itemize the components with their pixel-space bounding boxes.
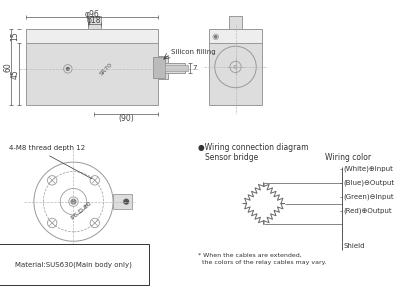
Polygon shape (26, 29, 158, 105)
Text: Sensor bridge: Sensor bridge (205, 153, 259, 162)
Text: (White)⊕Input: (White)⊕Input (344, 165, 394, 172)
Polygon shape (153, 57, 165, 78)
Text: 15: 15 (10, 32, 20, 41)
Text: Shield: Shield (344, 243, 365, 249)
Text: Material:SUS630(Main body only): Material:SUS630(Main body only) (15, 262, 132, 268)
Polygon shape (165, 63, 185, 73)
Text: P.C.D.80: P.C.D.80 (70, 201, 92, 221)
Text: Silicon filling: Silicon filling (172, 49, 216, 55)
Text: SR70: SR70 (99, 61, 114, 76)
Text: φ18: φ18 (87, 16, 102, 25)
Text: (Blue)⊖Output: (Blue)⊖Output (344, 180, 395, 186)
Circle shape (215, 36, 217, 38)
Polygon shape (113, 194, 132, 209)
Polygon shape (26, 29, 158, 43)
Text: * When the cables are extended,: * When the cables are extended, (198, 253, 302, 258)
Circle shape (124, 199, 128, 204)
Polygon shape (209, 29, 262, 105)
Text: Wiring color: Wiring color (325, 153, 371, 162)
Polygon shape (209, 29, 262, 43)
Polygon shape (158, 56, 168, 79)
Text: 45: 45 (10, 69, 20, 79)
Polygon shape (229, 16, 242, 29)
Text: (Red)⊕Output: (Red)⊕Output (344, 208, 392, 214)
Text: the colors of the relay cables may vary.: the colors of the relay cables may vary. (198, 260, 326, 266)
Circle shape (66, 67, 70, 71)
Circle shape (71, 199, 76, 204)
Text: 7: 7 (193, 65, 197, 71)
Text: φ96: φ96 (85, 10, 100, 19)
Polygon shape (165, 65, 188, 71)
Polygon shape (88, 16, 101, 29)
Text: (90): (90) (118, 114, 134, 123)
Text: (Green)⊖Input: (Green)⊖Input (344, 194, 394, 200)
Text: 60: 60 (3, 62, 12, 72)
Text: ●Wiring connection diagram: ●Wiring connection diagram (198, 143, 308, 153)
Text: 4-M8 thread depth 12: 4-M8 thread depth 12 (10, 145, 86, 151)
